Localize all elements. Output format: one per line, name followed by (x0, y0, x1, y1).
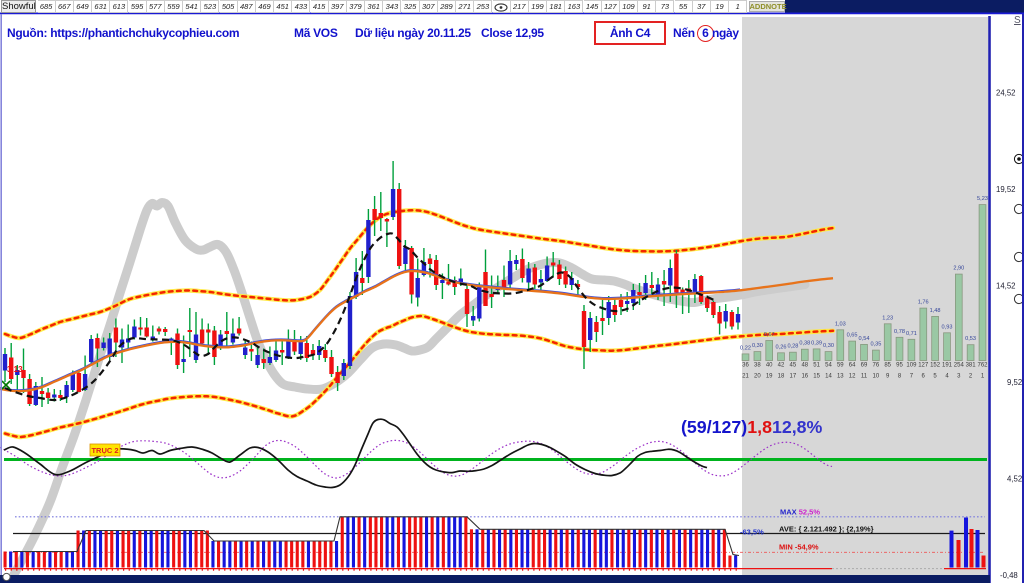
svg-text:95: 95 (896, 363, 903, 369)
svg-text:1,23: 1,23 (882, 315, 893, 321)
svg-text:7: 7 (910, 374, 914, 380)
svg-text:14,52: 14,52 (996, 282, 1016, 291)
svg-text:1,03: 1,03 (835, 321, 846, 327)
svg-text:11: 11 (861, 374, 868, 380)
svg-text:0,35: 0,35 (870, 342, 881, 348)
svg-text:51: 51 (813, 363, 820, 369)
svg-text:36: 36 (742, 363, 749, 369)
svg-text:21: 21 (742, 374, 749, 380)
svg-text:54: 54 (825, 363, 832, 369)
svg-text:19: 19 (766, 374, 773, 380)
svg-text:191: 191 (942, 363, 953, 369)
svg-text:5,23: 5,23 (977, 196, 988, 202)
svg-text:76: 76 (873, 363, 880, 369)
svg-text:152: 152 (930, 363, 941, 369)
svg-text:0,53: 0,53 (965, 336, 976, 342)
svg-text:762: 762 (977, 363, 988, 369)
svg-text:0,67: 0,67 (764, 332, 775, 338)
svg-text:0,93: 0,93 (942, 324, 953, 330)
svg-text:0,30: 0,30 (823, 343, 834, 349)
svg-text:4: 4 (945, 374, 949, 380)
svg-text:19,52: 19,52 (996, 185, 1016, 194)
svg-text:59: 59 (837, 363, 844, 369)
svg-text:10: 10 (873, 374, 880, 380)
svg-text:12: 12 (849, 374, 856, 380)
svg-text:13: 13 (837, 374, 844, 380)
svg-text:85: 85 (884, 363, 891, 369)
svg-text:2: 2 (969, 374, 973, 380)
svg-text:0,54: 0,54 (859, 336, 870, 342)
svg-text:1: 1 (981, 374, 985, 380)
svg-text:24,52: 24,52 (996, 89, 1016, 98)
svg-text:16: 16 (801, 374, 808, 380)
svg-text:-0,48: -0,48 (1000, 571, 1018, 580)
svg-text:1,48: 1,48 (930, 308, 941, 314)
svg-text:15: 15 (813, 374, 820, 380)
svg-text:6: 6 (922, 374, 926, 380)
svg-text:TRỤC 2: TRỤC 2 (91, 446, 118, 455)
svg-text:8: 8 (898, 374, 902, 380)
svg-text:64: 64 (849, 363, 856, 369)
svg-text:0,38: 0,38 (799, 341, 810, 347)
svg-text:0,78: 0,78 (894, 329, 905, 335)
svg-text:127: 127 (918, 363, 929, 369)
svg-text:40: 40 (766, 363, 773, 369)
svg-text:S: S (1014, 15, 1021, 26)
svg-text:(59/127)1,812,8%: (59/127)1,812,8% (681, 417, 823, 437)
svg-text:MIN -54,9%: MIN -54,9% (779, 543, 819, 552)
svg-text:3: 3 (957, 374, 961, 380)
svg-text:381: 381 (966, 363, 977, 369)
svg-text:42: 42 (778, 363, 785, 369)
svg-text:9: 9 (886, 374, 890, 380)
svg-text:109: 109 (906, 363, 917, 369)
svg-text:0,26: 0,26 (776, 344, 787, 350)
svg-text:-63,5%: -63,5% (740, 528, 764, 537)
svg-text:48: 48 (801, 363, 808, 369)
svg-text:0,65: 0,65 (847, 333, 858, 339)
svg-text:9,52: 9,52 (1007, 378, 1022, 387)
svg-text:2,90: 2,90 (953, 266, 964, 272)
svg-text:4,52: 4,52 (1007, 475, 1022, 484)
svg-text:20: 20 (754, 374, 761, 380)
svg-text:3,13: 3,13 (7, 365, 23, 374)
svg-text:17: 17 (790, 374, 797, 380)
svg-text:0,22: 0,22 (740, 345, 751, 351)
svg-text:69: 69 (861, 363, 868, 369)
svg-text:254: 254 (954, 363, 965, 369)
svg-text:0,28: 0,28 (787, 344, 798, 350)
svg-text:AVE: { 2.121.492 }; {2,19%}: AVE: { 2.121.492 }; {2,19%} (779, 525, 874, 534)
svg-text:MAX 52,5%: MAX 52,5% (780, 508, 820, 517)
svg-text:45: 45 (790, 363, 797, 369)
svg-text:5: 5 (933, 374, 937, 380)
svg-text:0,39: 0,39 (811, 340, 822, 346)
svg-text:1,76: 1,76 (918, 300, 929, 306)
svg-text:18: 18 (778, 374, 785, 380)
svg-text:0,71: 0,71 (906, 331, 917, 337)
svg-text:38: 38 (754, 363, 761, 369)
svg-text:14: 14 (825, 374, 832, 380)
svg-text:0,30: 0,30 (752, 343, 763, 349)
